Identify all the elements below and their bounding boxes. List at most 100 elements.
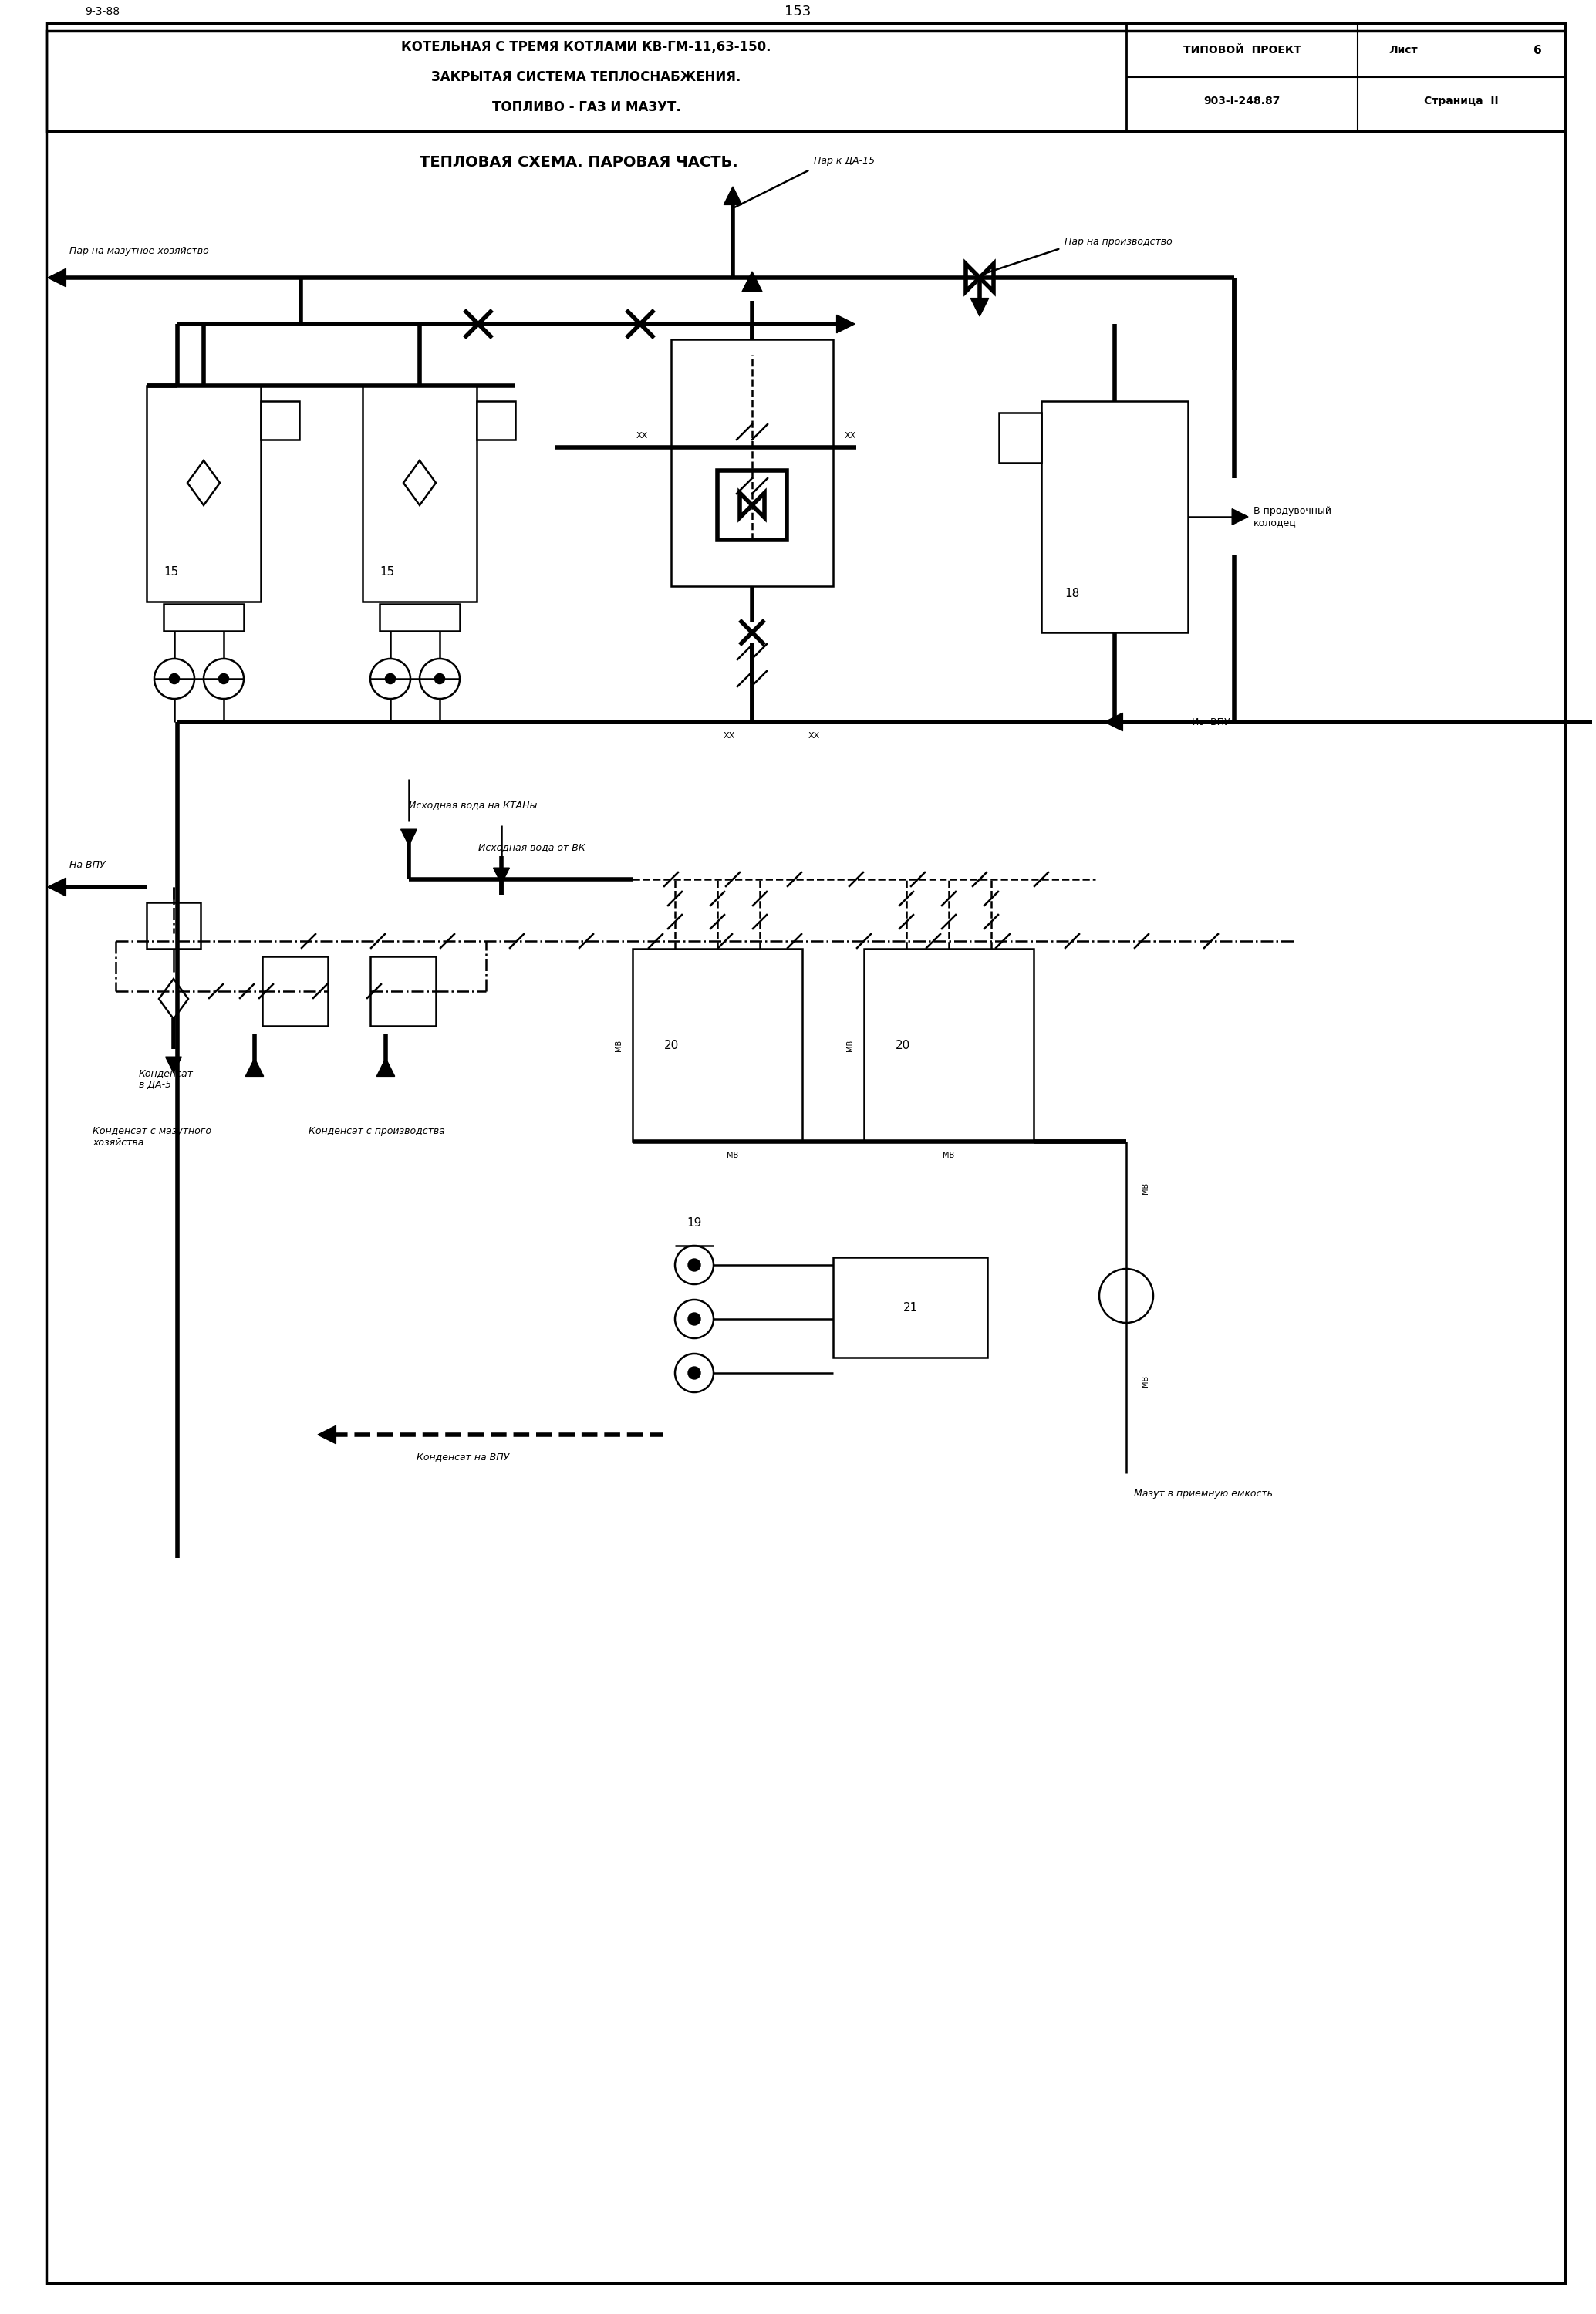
- Text: МВ: МВ: [614, 1039, 622, 1051]
- Text: Конденсат с мазутного
хозяйства: Конденсат с мазутного хозяйства: [93, 1127, 211, 1148]
- Bar: [632, 949, 803, 1141]
- Circle shape: [688, 1259, 701, 1270]
- Circle shape: [436, 673, 444, 683]
- Bar: [46, 23, 1566, 132]
- Polygon shape: [742, 271, 763, 292]
- Text: ~: ~: [169, 673, 179, 685]
- Text: ~: ~: [219, 673, 228, 685]
- Polygon shape: [1232, 509, 1248, 525]
- Polygon shape: [187, 460, 220, 504]
- Polygon shape: [980, 264, 994, 292]
- Bar: [163, 604, 244, 632]
- Polygon shape: [970, 299, 988, 317]
- Text: Пар на мазутное хозяйство: Пар на мазутное хозяйство: [69, 245, 209, 257]
- Text: 903-I-248.87: 903-I-248.87: [1203, 95, 1280, 106]
- Polygon shape: [160, 979, 188, 1018]
- Bar: [147, 902, 201, 949]
- Circle shape: [219, 673, 228, 683]
- Polygon shape: [48, 268, 65, 287]
- Text: XX: XX: [808, 731, 820, 740]
- Text: ТОПЛИВО - ГАЗ И МАЗУТ.: ТОПЛИВО - ГАЗ И МАЗУТ.: [492, 100, 680, 113]
- Text: Исходная вода на КТАНы: Исходная вода на КТАНы: [409, 801, 538, 810]
- Bar: [863, 949, 1034, 1141]
- Bar: [717, 470, 787, 539]
- Text: МВ: МВ: [1141, 1375, 1149, 1386]
- Polygon shape: [246, 1057, 263, 1076]
- Text: 15: 15: [163, 567, 179, 578]
- Text: Пар на производство: Пар на производство: [1065, 236, 1173, 248]
- Circle shape: [204, 659, 244, 699]
- Text: Пар к ДА-15: Пар к ДА-15: [814, 155, 875, 167]
- Polygon shape: [166, 1057, 182, 1074]
- Text: Лист: Лист: [1389, 44, 1417, 56]
- Bar: [260, 400, 300, 440]
- Polygon shape: [725, 187, 742, 204]
- Text: Страница  II: Страница II: [1424, 95, 1499, 106]
- Text: 20: 20: [895, 1039, 910, 1051]
- Text: ~: ~: [689, 1314, 699, 1324]
- Text: ~: ~: [434, 673, 445, 685]
- Text: В продувочный
колодец: В продувочный колодец: [1253, 507, 1331, 528]
- Text: 15: 15: [380, 567, 394, 578]
- Polygon shape: [752, 493, 764, 518]
- Bar: [362, 386, 477, 602]
- Circle shape: [370, 659, 410, 699]
- Text: 20: 20: [664, 1039, 678, 1051]
- Circle shape: [386, 673, 394, 683]
- Text: ТИПОВОЙ  ПРОЕКТ: ТИПОВОЙ ПРОЕКТ: [1183, 44, 1301, 56]
- Text: Конденсат с производства: Конденсат с производства: [308, 1127, 445, 1136]
- Text: 9-3-88: 9-3-88: [85, 7, 120, 16]
- Text: XX: XX: [723, 731, 734, 740]
- Text: Из  ВПУ: Из ВПУ: [1192, 717, 1231, 727]
- Polygon shape: [401, 828, 417, 845]
- Text: Мазут в приемную емкость: Мазут в приемную емкость: [1133, 1488, 1272, 1499]
- Polygon shape: [741, 493, 752, 518]
- Bar: [262, 956, 327, 1025]
- Bar: [370, 956, 436, 1025]
- Text: ТЕПЛОВАЯ СХЕМА. ПАРОВАЯ ЧАСТЬ.: ТЕПЛОВАЯ СХЕМА. ПАРОВАЯ ЧАСТЬ.: [420, 155, 737, 169]
- Text: Конденсат
в ДА-5: Конденсат в ДА-5: [139, 1069, 193, 1090]
- Bar: [670, 340, 833, 585]
- Polygon shape: [836, 315, 855, 333]
- Polygon shape: [966, 264, 980, 292]
- Text: МВ: МВ: [726, 1152, 739, 1159]
- Text: МВ: МВ: [1141, 1182, 1149, 1194]
- Circle shape: [155, 659, 195, 699]
- Circle shape: [675, 1300, 713, 1337]
- Polygon shape: [1104, 713, 1122, 731]
- Text: КОТЕЛЬНАЯ С ТРЕМЯ КОТЛАМИ КВ-ГМ-11,63-150.: КОТЕЛЬНАЯ С ТРЕМЯ КОТЛАМИ КВ-ГМ-11,63-15…: [401, 39, 771, 53]
- Polygon shape: [48, 877, 65, 896]
- Circle shape: [169, 673, 179, 683]
- Text: МВ: МВ: [846, 1039, 854, 1051]
- Text: ~: ~: [689, 1259, 699, 1270]
- Bar: [477, 400, 516, 440]
- Polygon shape: [493, 868, 509, 884]
- Text: На ВПУ: На ВПУ: [69, 861, 105, 870]
- Polygon shape: [377, 1057, 394, 1076]
- Bar: [147, 386, 260, 602]
- Text: XX: XX: [637, 433, 648, 440]
- Text: ЗАКРЫТАЯ СИСТЕМА ТЕПЛОСНАБЖЕНИЯ.: ЗАКРЫТАЯ СИСТЕМА ТЕПЛОСНАБЖЕНИЯ.: [431, 69, 741, 83]
- Text: МВ: МВ: [943, 1152, 954, 1159]
- Text: 21: 21: [903, 1300, 918, 1314]
- Circle shape: [420, 659, 460, 699]
- Circle shape: [688, 1312, 701, 1326]
- Text: Конденсат на ВПУ: Конденсат на ВПУ: [417, 1451, 509, 1462]
- Text: ~: ~: [689, 1368, 699, 1379]
- Circle shape: [675, 1354, 713, 1393]
- Text: Исходная вода от ВК: Исходная вода от ВК: [479, 842, 586, 852]
- Text: 153: 153: [784, 5, 811, 19]
- Bar: [999, 412, 1041, 463]
- Bar: [1041, 400, 1187, 632]
- Circle shape: [675, 1245, 713, 1284]
- Text: 18: 18: [1065, 588, 1079, 599]
- Circle shape: [688, 1368, 701, 1379]
- Text: 6: 6: [1534, 44, 1542, 56]
- Text: 19: 19: [686, 1217, 702, 1229]
- Bar: [380, 604, 460, 632]
- Circle shape: [1100, 1268, 1154, 1324]
- Text: XX: XX: [844, 433, 857, 440]
- Bar: [833, 1257, 988, 1358]
- Text: ~: ~: [385, 673, 396, 685]
- Polygon shape: [318, 1425, 335, 1444]
